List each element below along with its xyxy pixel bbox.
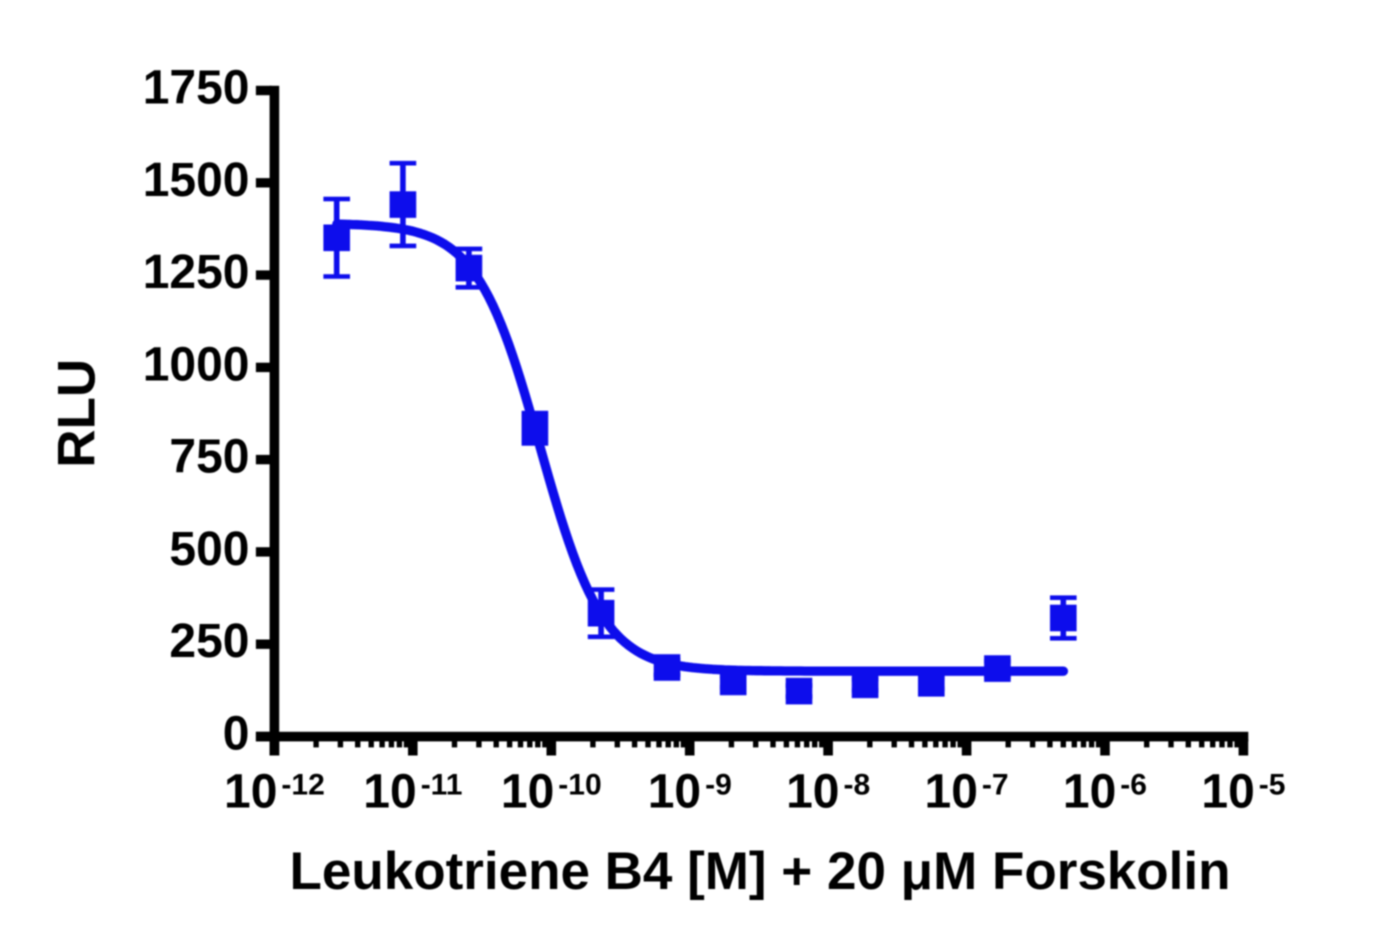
svg-text:10: 10 <box>1201 766 1254 819</box>
svg-text:10: 10 <box>224 766 277 819</box>
svg-text:Leukotriene B4 [M] + 20 μM For: Leukotriene B4 [M] + 20 μM Forskolin <box>290 842 1231 901</box>
svg-text:-10: -10 <box>558 769 601 802</box>
svg-text:10: 10 <box>925 766 978 819</box>
svg-text:-8: -8 <box>844 769 871 802</box>
svg-text:1250: 1250 <box>143 246 250 299</box>
svg-text:250: 250 <box>169 615 249 668</box>
svg-text:-6: -6 <box>1120 769 1147 802</box>
svg-text:10: 10 <box>363 766 416 819</box>
svg-text:10: 10 <box>1063 766 1116 819</box>
svg-text:-11: -11 <box>421 769 463 802</box>
svg-text:10: 10 <box>648 766 701 819</box>
svg-text:-7: -7 <box>982 769 1009 802</box>
svg-text:1750: 1750 <box>143 62 250 115</box>
svg-text:500: 500 <box>169 523 249 576</box>
svg-text:10: 10 <box>786 766 839 819</box>
svg-text:10: 10 <box>501 766 554 819</box>
svg-text:RLU: RLU <box>47 359 106 468</box>
svg-text:1500: 1500 <box>143 154 250 207</box>
svg-text:1000: 1000 <box>143 338 250 391</box>
svg-text:0: 0 <box>223 708 250 761</box>
svg-text:-5: -5 <box>1259 769 1286 802</box>
svg-text:-9: -9 <box>705 769 732 802</box>
svg-text:750: 750 <box>169 431 249 484</box>
svg-text:-12: -12 <box>281 769 324 802</box>
